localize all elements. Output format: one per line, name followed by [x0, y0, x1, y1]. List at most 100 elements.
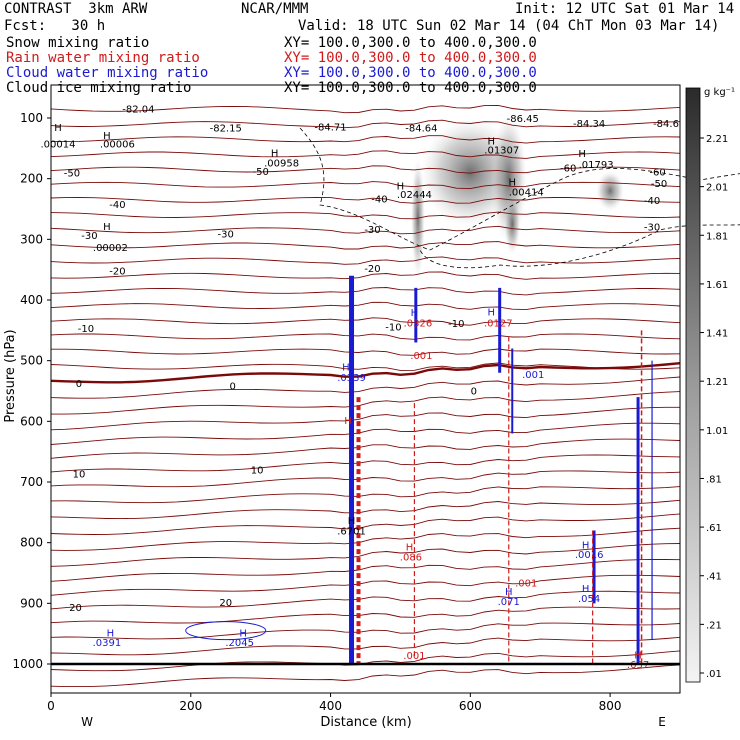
- isotherm-label: -40: [644, 196, 660, 207]
- isotherm-label: -50: [252, 167, 268, 178]
- x-axis: 0 200 400 600 800: [47, 693, 622, 713]
- extremum-label: .02444: [397, 190, 432, 201]
- isotherm-line: [50, 590, 681, 610]
- x-tick-label: 400: [319, 699, 342, 713]
- isotherm-line: [50, 271, 681, 280]
- extremum-label: .001: [403, 651, 425, 662]
- isotherm-line: [50, 287, 681, 296]
- forecast-hour: Fcst: 30 h: [4, 18, 106, 34]
- cloud-water-contour: [185, 621, 267, 641]
- isotherm-line: [50, 256, 681, 265]
- isotherm-label: -40: [109, 200, 125, 211]
- extremum-label: .00414: [509, 187, 544, 198]
- x-axis-label: Distance (km): [320, 715, 411, 730]
- extremum-label: H: [578, 149, 586, 160]
- extremum-label: .637: [627, 660, 649, 671]
- y-axis: 100 200 300 400 500 600 700 800 900 1000: [12, 111, 51, 671]
- field-xy-snow: XY= 100.0,300.0 to 400.0,300.0: [284, 35, 537, 51]
- field-xy-cloud-ice: XY= 100.0,300.0 to 400.0,300.0: [284, 80, 537, 96]
- extremum-label: .0326: [404, 318, 433, 329]
- extremum-label: H: [488, 308, 496, 319]
- x-tick-label: 200: [179, 699, 202, 713]
- extremum-label: H: [107, 628, 115, 639]
- y-tick-label: 1000: [12, 657, 43, 671]
- extremum-label: .2045: [225, 638, 254, 649]
- isotherm-line: [50, 543, 681, 567]
- isotherm-line: [50, 317, 681, 326]
- isotherm-line: [51, 135, 681, 144]
- y-tick-label: 900: [20, 596, 43, 610]
- isotherm-label: -30: [644, 223, 660, 234]
- east-label: E: [658, 715, 666, 729]
- isotherm-label: -30: [81, 231, 97, 242]
- extremum-label: .00958: [264, 158, 299, 169]
- isotherm-line: [50, 422, 681, 445]
- extremum-label: .0016: [575, 550, 604, 561]
- extremum-label: .6701: [337, 527, 366, 538]
- isotherm-label: -60: [649, 167, 665, 178]
- extremum-label: H: [271, 149, 279, 160]
- isotherm-label: -60: [560, 164, 576, 175]
- isotherm-label: 10: [73, 470, 86, 481]
- isotherm-label: -10: [78, 324, 94, 335]
- y-tick-label: 300: [20, 232, 43, 246]
- field-label-cloud-water: Cloud water mixing ratio: [6, 65, 209, 81]
- y-tick-label: 600: [20, 414, 43, 428]
- isotherm-label: 10: [251, 465, 264, 476]
- extremum-label: .0339: [337, 373, 366, 384]
- isotherm-label: -84.34: [573, 119, 605, 130]
- extremum-label: H: [342, 363, 350, 374]
- isotherm-label: -82.15: [210, 124, 242, 135]
- isotherm-line: [50, 333, 681, 341]
- isotherm-label: -30: [218, 229, 234, 240]
- isotherm-label: 0: [230, 382, 236, 393]
- y-tick-label: 100: [20, 111, 43, 125]
- snow-shade: [504, 194, 521, 255]
- isotherm-line: [50, 499, 681, 520]
- center-title: NCAR/MMM: [241, 1, 309, 17]
- isotherm-label: -84.6: [653, 119, 679, 130]
- y-tick-label: 800: [20, 536, 43, 550]
- isotherm-line: [50, 470, 681, 488]
- isotherm-label: 20: [69, 603, 82, 614]
- isotherm-label: 0: [471, 386, 477, 397]
- extremum-label: .0391: [93, 638, 122, 649]
- extremum-label: H: [103, 222, 111, 233]
- y-tick-label: 500: [20, 354, 43, 368]
- x-tick-label: 600: [459, 699, 482, 713]
- isotherm-label: -84.71: [314, 122, 346, 133]
- isotherm-line: [50, 454, 681, 473]
- isotherm-line: [50, 664, 681, 688]
- isotherm-line: [50, 574, 681, 596]
- extremum-label: H: [344, 416, 352, 427]
- isotherm-label: -84.64: [405, 124, 437, 135]
- colorbar-unit: g kg⁻¹: [704, 87, 735, 98]
- colorbar-label: 2.01: [706, 183, 728, 194]
- isotherm-label: 20: [219, 598, 232, 609]
- isotherm-label: -30: [364, 225, 380, 236]
- extremum-label: H: [103, 131, 111, 142]
- colorbar-label: 1.81: [706, 231, 728, 242]
- field-label-cloud-ice: Cloud ice mixing ratio: [6, 80, 192, 96]
- isotherm-label: -50: [651, 179, 667, 190]
- extremum-label: H: [397, 181, 405, 192]
- isotherm-label: -20: [364, 264, 380, 275]
- isotherm-label: -50: [64, 169, 80, 180]
- colorbar-labels: 2.21 2.01 1.81 1.61 1.41 1.21 1.01 .81 .61 .41 .21…: [700, 134, 728, 680]
- isotherm-line: [50, 438, 681, 459]
- convective-columns: [185, 275, 653, 664]
- isotherm-line: [50, 486, 681, 504]
- extremum-label: .054: [578, 594, 600, 605]
- extremum-label: H: [505, 587, 513, 598]
- extremum-label: .01307: [484, 146, 519, 157]
- extremum-label: H: [406, 542, 414, 553]
- init-time: Init: 12 UTC Sat 01 Mar 14: [515, 1, 735, 17]
- isotherm-label: -10: [448, 319, 464, 330]
- extremum-label: .00006: [100, 139, 135, 150]
- extremum-label: .071: [498, 597, 520, 608]
- extremum-label: .001: [515, 579, 537, 590]
- field-label-rain: Rain water mixing ratio: [6, 50, 200, 66]
- model-title: CONTRAST 3km ARW: [4, 1, 148, 17]
- isotherm-line: [50, 197, 681, 204]
- colorbar-label: .21: [706, 620, 722, 631]
